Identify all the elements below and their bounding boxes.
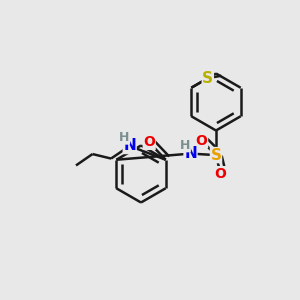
Text: S: S xyxy=(202,70,213,86)
Text: O: O xyxy=(143,135,155,149)
Text: H: H xyxy=(180,139,190,152)
Text: H: H xyxy=(119,131,130,144)
Text: N: N xyxy=(123,139,136,154)
Text: O: O xyxy=(196,134,208,148)
Text: N: N xyxy=(184,146,197,161)
Text: O: O xyxy=(214,167,226,181)
Text: S: S xyxy=(211,148,221,163)
